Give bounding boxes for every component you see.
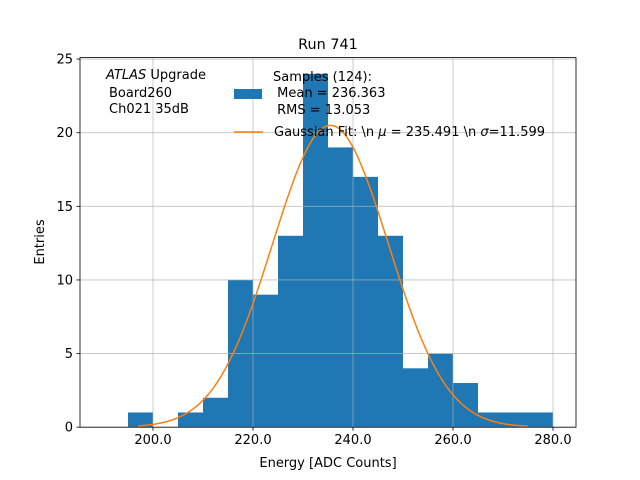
y-axis-label: Entries — [33, 219, 48, 265]
chart-title: Run 741 — [298, 37, 358, 53]
x-tick-label: 220.0 — [234, 433, 271, 448]
histogram-bar — [178, 412, 203, 428]
histogram-bar — [203, 397, 228, 428]
histogram-bar — [378, 235, 403, 428]
gaussian-fit-curve — [137, 124, 529, 428]
histogram-bar — [453, 383, 478, 428]
x-tick-label: 240.0 — [334, 433, 371, 448]
y-tick-label: 5 — [65, 347, 73, 362]
histogram-bar — [253, 294, 278, 428]
channel-label: Ch021 35dB — [109, 102, 189, 117]
histogram-bar — [353, 176, 378, 428]
legend-fit-label: Gaussian Fit: \n μ = 235.491 \n σ=11.599 — [274, 125, 545, 140]
histogram-bar — [128, 412, 153, 428]
x-axis-label: Energy [ADC Counts] — [259, 456, 396, 471]
legend-samples-label: Samples (124): — [273, 70, 372, 85]
histogram-bar — [528, 412, 553, 428]
histogram-bar — [503, 412, 528, 428]
y-tick-label: 20 — [56, 126, 73, 141]
atlas-label: ATLAS — [105, 68, 146, 83]
board-label: Board260 — [109, 86, 172, 101]
x-tick-label: 260.0 — [434, 433, 471, 448]
y-tick-label: 10 — [56, 273, 73, 288]
histogram-bar — [403, 368, 428, 428]
bars-group — [128, 73, 553, 428]
legend-mean-label: Mean = 236.363 — [273, 86, 385, 101]
atlas-annotation: ATLAS Upgrade Board260 Ch021 35dB — [105, 68, 206, 117]
y-tick-label: 15 — [56, 200, 73, 215]
y-tick-label: 25 — [56, 53, 73, 68]
legend-rms-label: RMS = 13.053 — [273, 103, 370, 118]
axes-frame — [79, 57, 577, 428]
svg-text:ATLAS Upgrade: ATLAS Upgrade — [105, 68, 206, 83]
histogram-bar — [278, 235, 303, 428]
upgrade-label: Upgrade — [146, 68, 206, 83]
legend-bar-swatch — [234, 89, 262, 99]
x-tick-label: 200.0 — [134, 433, 171, 448]
x-tick-label: 280.0 — [534, 433, 571, 448]
legend: Samples (124): Mean = 236.363 RMS = 13.0… — [234, 70, 545, 140]
histogram-bar — [328, 147, 353, 428]
ticks-group: 200.0 220.0 240.0 260.0 280.0 0 5 10 15 20 25 — [56, 53, 571, 449]
y-tick-label: 0 — [65, 421, 73, 436]
